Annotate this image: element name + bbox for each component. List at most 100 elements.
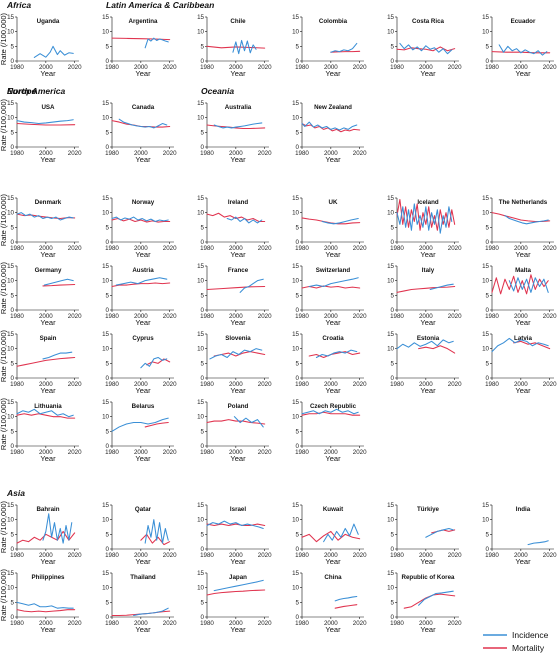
panel-title: USA xyxy=(41,104,55,111)
x-tick-label: 2020 xyxy=(258,313,272,320)
series-line-incidence xyxy=(111,216,169,222)
panel-uk: 0 5 10 15 1980 2000 2020 Year UK xyxy=(292,195,367,259)
y-tick-label: 15 xyxy=(292,502,299,509)
y-tick-label: 5 xyxy=(486,531,490,538)
y-tick-label: 5 xyxy=(106,360,110,367)
y-tick-label: 15 xyxy=(102,100,109,107)
panel-title: New Zealand xyxy=(314,104,352,111)
panel-lithuania: 0 5 10 15 1980 2000 2020 Year Rate (/100,000) Lit… xyxy=(0,397,82,463)
panel-new-zealand: 0 5 10 15 1980 2000 2020 Year New Zealand xyxy=(292,100,367,164)
y-tick-label: 15 xyxy=(7,570,14,577)
x-tick-label: 1980 xyxy=(200,313,214,320)
y-tick-label: 10 xyxy=(7,346,14,353)
y-tick-label: 5 xyxy=(391,360,395,367)
x-tick-label: 2020 xyxy=(353,449,367,456)
panel-title: Kuwait xyxy=(323,506,343,513)
panel-title: China xyxy=(324,574,342,581)
y-tick-label: 10 xyxy=(102,210,109,217)
panel-title: Iceland xyxy=(417,199,439,206)
series-line-mortality xyxy=(16,413,76,419)
series-line-mortality xyxy=(403,593,456,609)
y-tick-label: 0 xyxy=(391,239,395,246)
series-line-incidence xyxy=(308,277,359,288)
panel-china: 0 5 10 15 1980 2000 2020 Year China xyxy=(292,570,367,634)
y-tick-label: 10 xyxy=(102,414,109,421)
y-tick-label: 10 xyxy=(197,210,204,217)
x-tick-label: 1980 xyxy=(105,552,119,559)
y-tick-label: 15 xyxy=(482,195,489,202)
y-tick-label: 10 xyxy=(387,29,394,36)
y-tick-label: 15 xyxy=(102,502,109,509)
x-tick-label: 2000 xyxy=(229,381,243,388)
series-line-incidence xyxy=(144,37,169,49)
series-line-incidence xyxy=(133,607,169,617)
y-tick-label: 10 xyxy=(387,210,394,217)
y-tick-label: 15 xyxy=(197,100,204,107)
y-tick-label: 5 xyxy=(201,599,205,606)
x-tick-label: 1980 xyxy=(485,64,499,71)
x-tick-label: 2000 xyxy=(514,245,528,252)
x-axis-title: Year xyxy=(325,386,341,395)
y-tick-label: 0 xyxy=(11,58,15,65)
series-line-mortality xyxy=(16,530,76,544)
series-line-mortality xyxy=(42,283,76,287)
x-axis-title: Year xyxy=(420,557,436,566)
x-tick-label: 2000 xyxy=(419,381,433,388)
panel-bahrain: 0 5 10 15 1980 2000 2020 Year Rate (/100,000) Bah… xyxy=(0,500,82,566)
y-tick-label: 10 xyxy=(7,115,14,122)
y-tick-label: 10 xyxy=(292,585,299,592)
x-tick-label: 2000 xyxy=(134,449,148,456)
y-tick-label: 5 xyxy=(11,224,15,231)
x-axis-title: Year xyxy=(40,386,56,395)
y-tick-label: 5 xyxy=(486,360,490,367)
x-tick-label: 2000 xyxy=(39,313,53,320)
series-line-incidence xyxy=(315,349,358,358)
panel-title: Ireland xyxy=(228,199,249,206)
y-tick-label: 0 xyxy=(296,546,300,553)
series-line-mortality xyxy=(396,46,456,52)
y-tick-label: 15 xyxy=(387,14,394,21)
panel-title: Chile xyxy=(230,18,246,25)
series-line-incidence xyxy=(396,339,454,350)
region-label-europe: Europe xyxy=(7,86,37,96)
y-tick-label: 10 xyxy=(482,517,489,524)
series-line-incidence xyxy=(425,527,454,538)
y-tick-label: 15 xyxy=(7,502,14,509)
y-tick-label: 5 xyxy=(106,428,110,435)
panel-title: Israel xyxy=(230,506,246,513)
y-tick-label: 10 xyxy=(387,585,394,592)
y-tick-label: 5 xyxy=(296,599,300,606)
x-tick-label: 2020 xyxy=(448,245,462,252)
y-tick-label: 0 xyxy=(11,375,15,382)
panel-title: Japan xyxy=(229,574,247,581)
series-line-mortality xyxy=(140,533,171,546)
x-tick-label: 1980 xyxy=(200,245,214,252)
panel-title: Lithuania xyxy=(34,403,62,410)
x-tick-label: 2000 xyxy=(134,150,148,157)
series-line-incidence xyxy=(527,540,549,546)
y-tick-label: 0 xyxy=(11,239,15,246)
x-tick-label: 2000 xyxy=(514,381,528,388)
panel-ireland: 0 5 10 15 1980 2000 2020 Year Ireland xyxy=(197,195,272,259)
x-tick-label: 1980 xyxy=(10,381,24,388)
x-tick-label: 1980 xyxy=(105,64,119,71)
panel-croatia: 0 5 10 15 1980 2000 2020 Year Croatia xyxy=(292,331,367,395)
x-axis-title: Year xyxy=(40,318,56,327)
x-axis-title: Year xyxy=(135,318,151,327)
panel-argentina: 0 5 10 15 1980 2000 2020 Year Argentina xyxy=(102,14,177,78)
y-tick-label: 5 xyxy=(296,43,300,50)
series-line-incidence xyxy=(43,278,74,286)
x-axis-title: Year xyxy=(515,250,531,259)
y-tick-label: 5 xyxy=(11,43,15,50)
x-tick-label: 2020 xyxy=(68,150,82,157)
y-tick-label: 15 xyxy=(7,195,14,202)
y-tick-label: 0 xyxy=(106,614,110,621)
panel-title: Thailand xyxy=(130,574,156,581)
panel-title: Colombia xyxy=(319,18,348,25)
y-tick-label: 5 xyxy=(391,224,395,231)
y-tick-label: 15 xyxy=(102,570,109,577)
series-line-incidence xyxy=(213,579,264,592)
y-tick-label: 10 xyxy=(387,517,394,524)
y-tick-label: 0 xyxy=(11,307,15,314)
y-tick-label: 15 xyxy=(292,570,299,577)
